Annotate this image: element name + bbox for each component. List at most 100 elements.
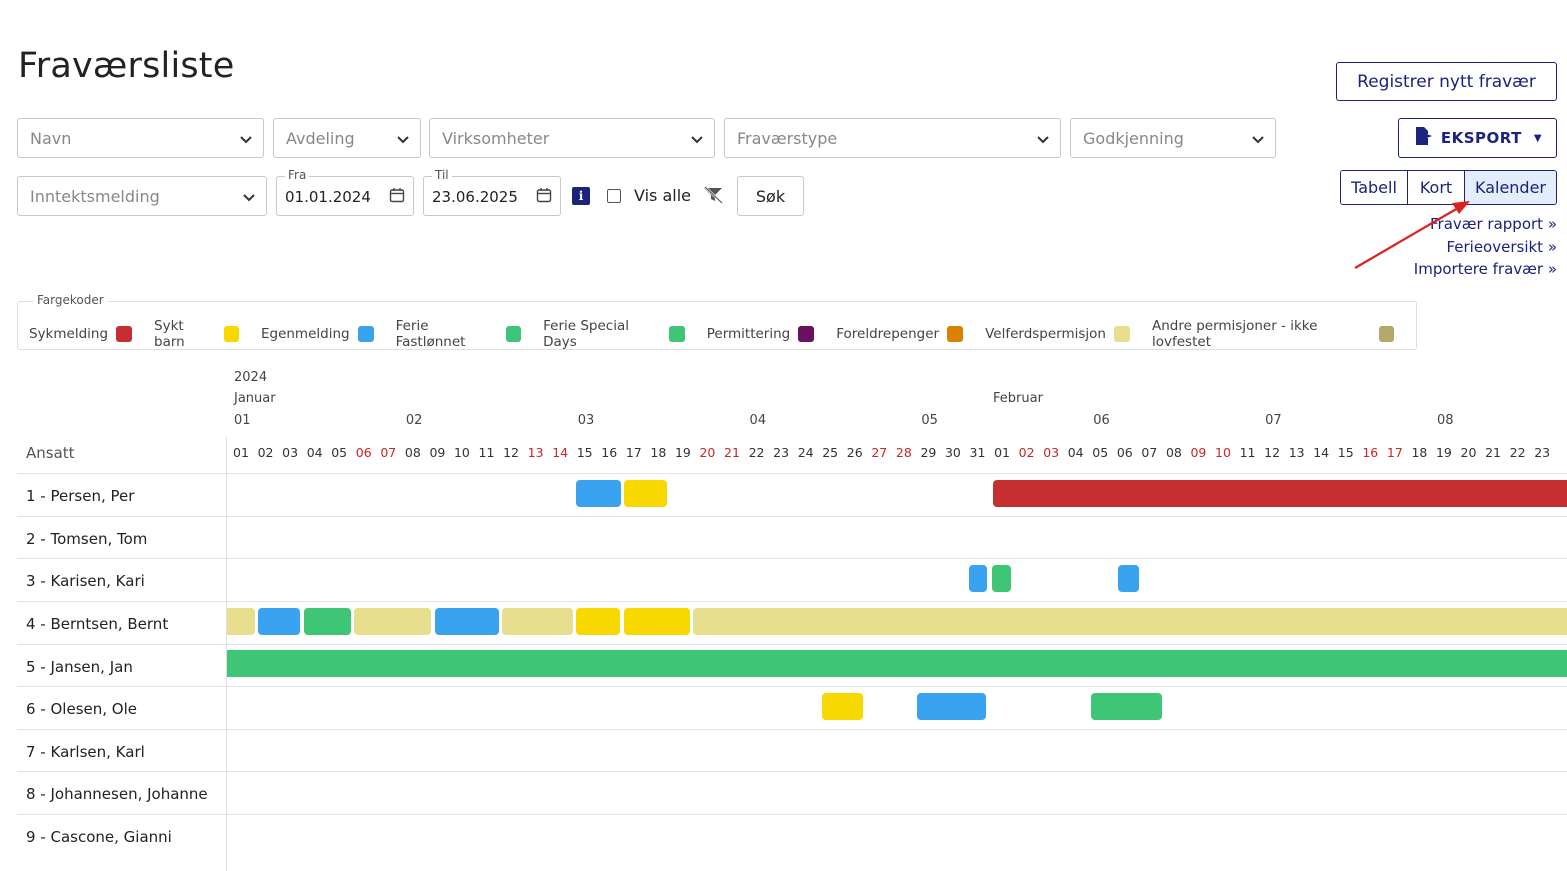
absence-bar[interactable] [435, 608, 499, 635]
legend-item-label: Foreldrepenger [836, 326, 940, 342]
legend-swatch [798, 326, 815, 342]
register-absence-button[interactable]: Registrer nytt fravær [1336, 62, 1557, 101]
inntektsmelding-select[interactable]: Inntektsmelding [17, 176, 267, 216]
day-label: 19 [1435, 445, 1452, 460]
export-button[interactable]: EKSPORT ▼ [1398, 118, 1557, 158]
importere-fravaer-link[interactable]: Importere fravær » [1413, 260, 1557, 278]
employee-name[interactable]: 1 - Persen, Per [26, 487, 135, 505]
info-icon[interactable]: i [572, 187, 590, 205]
legend-item-label: Sykt barn [154, 318, 185, 350]
month-label: Februar [993, 391, 1043, 406]
calendar-year: 2024 [234, 370, 268, 385]
absence-bar[interactable] [693, 608, 1567, 635]
absence-bar[interactable] [227, 650, 1567, 677]
day-label: 18 [1411, 445, 1428, 460]
view-kort-button[interactable]: Kort [1408, 171, 1465, 204]
employee-row: 5 - Jansen, Jan [17, 644, 1567, 686]
absence-bar[interactable] [1091, 693, 1162, 720]
day-label: 01 [994, 445, 1010, 460]
vis-alle-checkbox[interactable] [607, 189, 621, 203]
day-label: 07 [380, 445, 397, 460]
virksomheter-select[interactable]: Virksomheter [429, 118, 715, 158]
day-label: 18 [650, 445, 667, 460]
legend-title: Fargekoder [33, 293, 108, 307]
day-label: 23 [1534, 445, 1551, 460]
godkjenning-select[interactable]: Godkjenning [1070, 118, 1276, 158]
day-label: 17 [1386, 445, 1403, 460]
absence-bar[interactable] [502, 608, 573, 635]
employee-row: 2 - Tomsen, Tom [17, 516, 1567, 558]
week-label: 05 [921, 413, 938, 428]
day-label: 10 [1215, 445, 1231, 460]
absence-bar[interactable] [624, 608, 690, 635]
employee-name[interactable]: 8 - Johannesen, Johanne [26, 785, 208, 803]
absence-bar[interactable] [258, 608, 300, 635]
day-label: 09 [1190, 445, 1207, 460]
page-title: Fraværsliste [18, 46, 235, 86]
day-label: 21 [1485, 445, 1501, 460]
day-label: 13 [1288, 445, 1305, 460]
til-date-input[interactable]: Til 23.06.2025 [423, 168, 561, 216]
chevron-down-icon [242, 190, 256, 204]
day-label: 16 [601, 445, 618, 460]
navn-select[interactable]: Navn [17, 118, 264, 158]
absence-bar[interactable] [227, 608, 255, 635]
view-kalender-button[interactable]: Kalender [1465, 171, 1556, 204]
caret-down-icon: ▼ [1533, 132, 1543, 144]
absence-bar[interactable] [969, 565, 987, 592]
godkjenning-select-label: Godkjenning [1083, 128, 1184, 148]
employee-name[interactable]: 3 - Karisen, Kari [26, 572, 145, 590]
legend-item-label: Ferie Special Days [543, 318, 629, 350]
view-tabell-button[interactable]: Tabell [1341, 171, 1408, 204]
employee-name[interactable]: 4 - Berntsen, Bernt [26, 615, 169, 633]
day-label: 24 [797, 445, 814, 460]
legend-item: Sykt barn [154, 318, 239, 350]
day-label: 17 [625, 445, 642, 460]
employee-name[interactable]: 2 - Tomsen, Tom [26, 530, 148, 548]
absence-bar[interactable] [304, 608, 351, 635]
absence-bar[interactable] [992, 565, 1011, 592]
legend-item: Ferie Fastlønnet [396, 318, 522, 350]
absence-bar[interactable] [624, 480, 667, 507]
navn-select-label: Navn [30, 128, 72, 148]
legend-swatch [116, 326, 133, 342]
absence-bar[interactable] [576, 608, 620, 635]
day-label: 10 [453, 445, 470, 460]
legend-item: Velferdspermisjon [985, 326, 1130, 342]
day-label: 03 [1043, 445, 1060, 460]
legend-item: Foreldrepenger [836, 326, 964, 342]
absence-bar[interactable] [917, 693, 986, 720]
fra-date-input[interactable]: Fra 01.01.2024 [276, 168, 414, 216]
month-label: Januar [234, 391, 276, 406]
calendar-icon[interactable] [536, 187, 552, 207]
absence-bar[interactable] [822, 693, 863, 720]
week-label: 06 [1093, 413, 1110, 428]
day-label: 22 [1509, 445, 1526, 460]
calendar-icon[interactable] [389, 187, 405, 207]
absence-bar[interactable] [993, 480, 1567, 507]
employee-name[interactable]: 7 - Karlsen, Karl [26, 743, 145, 761]
absence-bar[interactable] [576, 480, 621, 507]
legend-swatch [505, 326, 522, 342]
employee-name[interactable]: 5 - Jansen, Jan [26, 658, 133, 676]
legend-item: Egenmelding [261, 326, 374, 342]
day-label: 05 [331, 445, 348, 460]
fravaerstype-select[interactable]: Fraværstype [724, 118, 1061, 158]
til-label: Til [432, 168, 452, 182]
chevron-down-icon [1251, 132, 1265, 146]
employee-name[interactable]: 6 - Olesen, Ole [26, 700, 137, 718]
absence-bar[interactable] [354, 608, 431, 635]
fravaer-rapport-link[interactable]: Fravær rapport » [1429, 215, 1557, 233]
day-label: 20 [1460, 445, 1477, 460]
filter-clear-icon[interactable] [702, 186, 724, 208]
search-button[interactable]: Søk [737, 176, 804, 216]
day-label: 14 [1313, 445, 1330, 460]
day-label: 12 [503, 445, 519, 460]
avdeling-select[interactable]: Avdeling [273, 118, 421, 158]
employee-name[interactable]: 9 - Cascone, Gianni [26, 828, 172, 846]
legend-items: Sykmelding Sykt barn Egenmelding Ferie Fast… [29, 318, 1416, 350]
absence-bar[interactable] [1118, 565, 1139, 592]
day-label: 30 [944, 445, 961, 460]
day-label: 23 [773, 445, 790, 460]
ferieoversikt-link[interactable]: Ferieoversikt » [1446, 237, 1557, 256]
